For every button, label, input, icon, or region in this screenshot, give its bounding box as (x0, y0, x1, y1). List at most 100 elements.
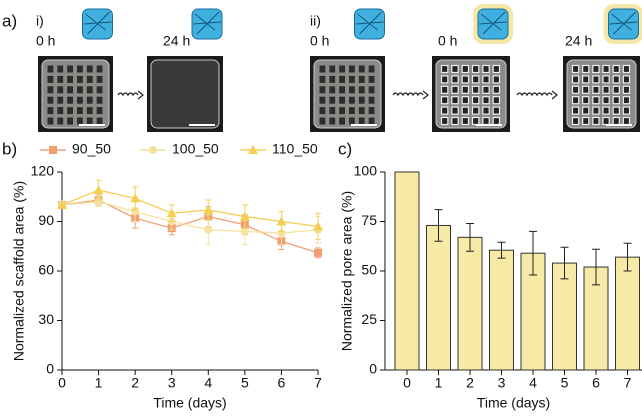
legend-label: 90_50 (72, 141, 111, 157)
x-tick-label: 1 (435, 375, 443, 391)
pore (329, 97, 335, 104)
pore (613, 118, 619, 125)
pore (593, 86, 599, 93)
pore (483, 86, 489, 93)
pore (67, 86, 73, 93)
pore (359, 76, 365, 83)
bar (427, 225, 451, 370)
pore (349, 66, 355, 73)
y-tick-label: 120 (31, 163, 55, 179)
x-axis-title: Time (days) (153, 395, 226, 411)
pore (583, 107, 589, 114)
pore (462, 66, 468, 73)
pore (462, 118, 468, 125)
y-tick-label: 50 (361, 262, 377, 278)
pore (320, 97, 326, 104)
y-tick-label: 30 (38, 311, 54, 327)
pore (573, 118, 579, 125)
pore (473, 97, 479, 104)
arrow-head (423, 91, 428, 99)
x-tick-label: 6 (592, 375, 600, 391)
pore (623, 107, 629, 114)
pore (603, 107, 609, 114)
pore (473, 86, 479, 93)
pore (320, 107, 326, 114)
bar (616, 257, 640, 370)
pore (483, 97, 489, 104)
group-label: ii) (310, 13, 321, 29)
pore (339, 86, 345, 93)
pore (493, 97, 499, 104)
group-label: i) (36, 13, 44, 29)
pore (97, 86, 103, 93)
pore (57, 76, 63, 83)
pore (87, 107, 93, 114)
pore (77, 97, 83, 104)
wavy-arrow (118, 93, 138, 95)
arrow-head (552, 91, 557, 99)
pore (97, 76, 103, 83)
time-label: 24 h (163, 33, 190, 49)
x-tick-label: 7 (624, 375, 632, 391)
pore (97, 118, 103, 125)
pore (48, 118, 54, 125)
pore (573, 86, 579, 93)
pore (359, 86, 365, 93)
x-tick-label: 0 (403, 375, 411, 391)
pore (613, 86, 619, 93)
pore (359, 97, 365, 104)
x-tick-label: 1 (95, 375, 103, 391)
x-tick-label: 6 (278, 375, 286, 391)
x-axis-title: Time (days) (477, 395, 550, 411)
pore (623, 86, 629, 93)
pore (623, 66, 629, 73)
pore (329, 107, 335, 114)
x-tick-label: 4 (529, 375, 537, 391)
pore (48, 66, 54, 73)
marker (204, 226, 212, 234)
pore (57, 118, 63, 125)
pore (603, 66, 609, 73)
pore (359, 107, 365, 114)
pore (359, 118, 365, 125)
panel-label: a) (2, 11, 17, 30)
x-tick-label: 2 (131, 375, 139, 391)
scaffold (151, 60, 219, 128)
time-label: 0 h (310, 33, 329, 49)
pore (87, 76, 93, 83)
pore (77, 118, 83, 125)
pore (462, 107, 468, 114)
pore (442, 76, 448, 83)
pore (613, 76, 619, 83)
x-tick-label: 5 (561, 375, 569, 391)
pore (320, 86, 326, 93)
pore (473, 76, 479, 83)
pore (483, 66, 489, 73)
pore (349, 97, 355, 104)
pore (320, 76, 326, 83)
legend-label: 100_50 (172, 141, 219, 157)
y-tick-label: 75 (361, 212, 377, 228)
pore (452, 66, 458, 73)
x-tick-label: 5 (241, 375, 249, 391)
pore (462, 97, 468, 104)
pore (583, 76, 589, 83)
x-tick-label: 2 (466, 375, 474, 391)
pore (77, 86, 83, 93)
pore (473, 66, 479, 73)
pore (473, 118, 479, 125)
marker (314, 249, 322, 257)
pore (67, 76, 73, 83)
pore (48, 97, 54, 104)
pore (67, 97, 73, 104)
x-tick-label: 3 (498, 375, 506, 391)
pore (603, 76, 609, 83)
pore (57, 66, 63, 73)
x-tick-label: 0 (58, 375, 66, 391)
pore (473, 107, 479, 114)
pore (48, 107, 54, 114)
pore (87, 97, 93, 104)
pore (77, 76, 83, 83)
bar (490, 250, 514, 370)
pore (48, 76, 54, 83)
